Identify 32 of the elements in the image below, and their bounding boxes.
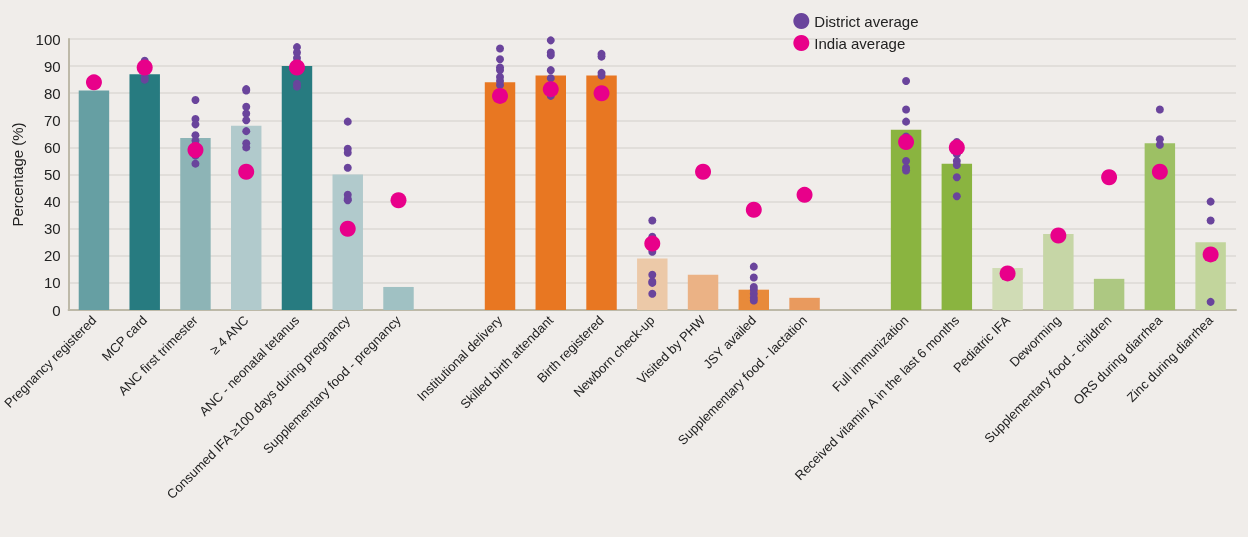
bar [231,125,262,310]
bar [180,137,211,310]
y-tick-label: 0 [52,301,61,319]
bar [941,163,973,310]
legend-label: India average [814,34,906,52]
bar [1144,143,1176,310]
bar [1093,278,1125,310]
y-tick-label: 70 [43,111,61,129]
y-tick-label: 20 [43,247,61,265]
y-tick-label: 10 [43,274,61,292]
bar [535,75,566,310]
y-tick-label: 40 [43,193,61,211]
y-tick-label: 60 [43,138,61,156]
bar [332,174,363,310]
bar [890,129,922,310]
y-tick-label: 30 [43,220,61,238]
y-axis-title: Percentage (%) [8,122,26,227]
bar [789,297,820,310]
y-tick-label: 90 [43,57,61,75]
y-tick-label: 100 [35,30,61,48]
y-tick-label: 50 [43,166,61,183]
bar [484,82,516,310]
y-tick-label: 80 [43,84,61,102]
bar [78,90,110,310]
bar [281,66,313,310]
bar [383,286,414,310]
bar [586,75,617,310]
bar [637,258,668,310]
bar [687,274,719,310]
bar [129,74,160,310]
legend-label: District average [814,12,919,30]
bar [1043,234,1074,310]
